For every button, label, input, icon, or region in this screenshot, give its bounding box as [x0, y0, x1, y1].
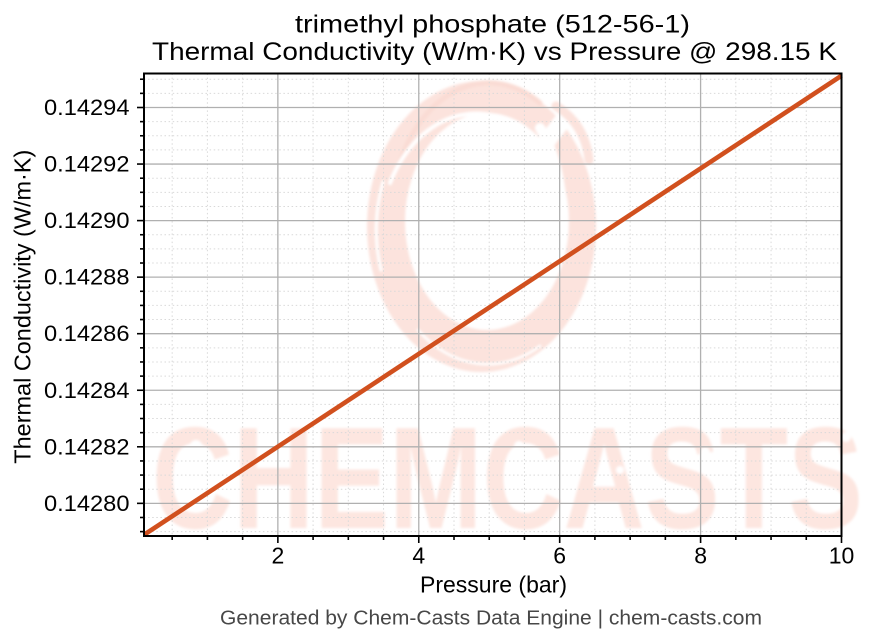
svg-text:8: 8	[694, 543, 707, 569]
svg-text:0.14288: 0.14288	[44, 265, 130, 290]
svg-text:2: 2	[272, 543, 285, 569]
svg-text:6: 6	[553, 543, 566, 569]
svg-text:CHEMCASTS: CHEMCASTS	[152, 397, 863, 559]
svg-text:Pressure (bar): Pressure (bar)	[420, 572, 567, 598]
svg-text:Thermal Conductivity (W/m·K): Thermal Conductivity (W/m·K)	[10, 150, 36, 464]
svg-text:0.14284: 0.14284	[44, 378, 130, 403]
svg-text:0.14292: 0.14292	[44, 152, 130, 177]
svg-text:0.14286: 0.14286	[44, 321, 130, 346]
svg-text:Generated by Chem-Casts Data E: Generated by Chem-Casts Data Engine | ch…	[220, 606, 762, 629]
svg-text:Thermal Conductivity (W/m·K) v: Thermal Conductivity (W/m·K) vs Pressure…	[152, 38, 837, 66]
svg-text:10: 10	[829, 543, 855, 569]
svg-text:0.14282: 0.14282	[44, 434, 130, 459]
svg-text:0.14294: 0.14294	[44, 95, 130, 120]
svg-text:0.14280: 0.14280	[44, 491, 130, 516]
svg-text:trimethyl phosphate (512-56-1): trimethyl phosphate (512-56-1)	[295, 11, 690, 39]
svg-text:0.14290: 0.14290	[44, 208, 130, 233]
svg-text:4: 4	[412, 543, 425, 569]
